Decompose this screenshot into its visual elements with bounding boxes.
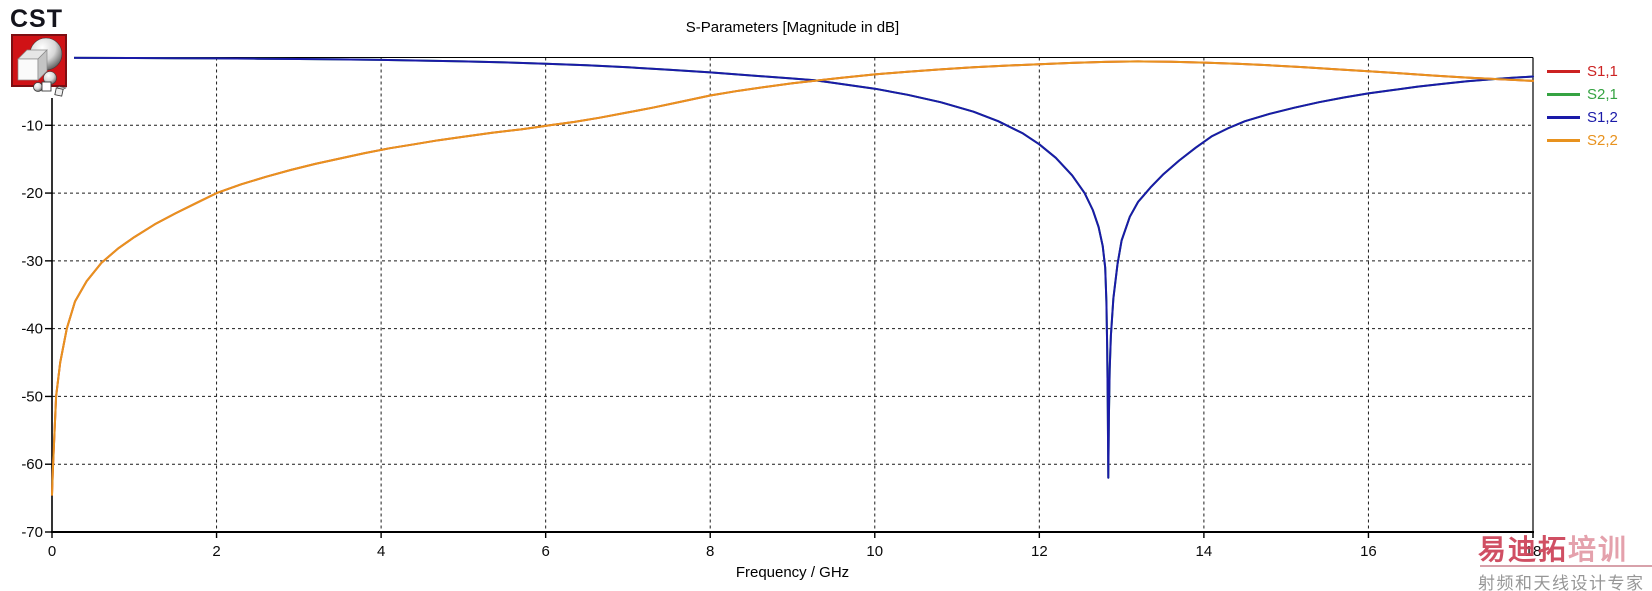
curve-S2-1: [51, 56, 1534, 479]
legend-item-S1-2: S1,2: [1547, 106, 1618, 129]
y-tick-label--40: -40: [21, 321, 43, 338]
cst-logo-text: CST: [10, 5, 63, 33]
watermark-tagline: 射频和天线设计专家: [1478, 574, 1645, 591]
logo-tiny-sphere: [33, 82, 43, 92]
watermark-underline: [1480, 565, 1652, 567]
watermark-brand-primary: 易迪拓: [1478, 534, 1569, 565]
logo-tiny-cube: [54, 86, 67, 97]
x-tick-label-18: 18: [1525, 543, 1542, 560]
watermark-brand-secondary: 培训: [1568, 534, 1629, 565]
y-tick-label--70: -70: [21, 524, 43, 541]
curve-S1-1: [51, 60, 1534, 496]
legend-line-sample: [1547, 116, 1580, 119]
plot-title: S-Parameters [Magnitude in dB]: [685, 19, 900, 36]
watermark: 易迪拓培训 射频和天线设计专家: [1478, 534, 1652, 591]
legend-line-sample: [1547, 70, 1580, 73]
curve-S1-2: [51, 56, 1534, 479]
y-tick-label--20: -20: [21, 185, 43, 202]
logo-small-cube: [41, 81, 52, 92]
gridlines: [52, 57, 1533, 532]
x-tick-label-2: 2: [212, 543, 220, 560]
axis-tick-labels: 0 2 4 6 8 10 12 14 16 18 -10 -20 -30 -40 -50 -60 -70: [21, 117, 1541, 560]
legend-item-S2-2: S2,2: [1547, 129, 1618, 152]
legend-label: S2,2: [1587, 132, 1618, 149]
legend-label: S1,1: [1587, 63, 1618, 80]
logo-cube: [17, 49, 48, 81]
curve-S2-2: [51, 60, 1534, 496]
x-tick-label-14: 14: [1196, 543, 1213, 560]
x-tick-label-0: 0: [48, 543, 56, 560]
y-tick-label--60: -60: [21, 456, 43, 473]
curves: [51, 56, 1534, 496]
legend: S1,1 S2,1 S1,2 S2,2: [1547, 60, 1618, 152]
x-tick-label-8: 8: [706, 543, 714, 560]
legend-line-sample: [1547, 139, 1580, 142]
x-tick-label-6: 6: [541, 543, 549, 560]
y-tick-label--30: -30: [21, 253, 43, 270]
x-axis-label: Frequency / GHz: [735, 564, 850, 581]
x-tick-label-10: 10: [866, 543, 883, 560]
legend-item-S1-1: S1,1: [1547, 60, 1618, 83]
legend-label: S1,2: [1587, 109, 1618, 126]
legend-line-sample: [1547, 93, 1580, 96]
axis-ticks: [45, 124, 1534, 538]
legend-item-S2-1: S2,1: [1547, 83, 1618, 106]
y-tick-label--50: -50: [21, 388, 43, 405]
x-tick-label-16: 16: [1360, 543, 1377, 560]
x-tick-label-12: 12: [1031, 543, 1048, 560]
y-tick-label--10: -10: [21, 117, 43, 134]
x-tick-label-4: 4: [377, 543, 385, 560]
plot-border: [51, 57, 1534, 538]
cst-logo-mark-icon: [11, 34, 67, 97]
cst-logo: CST: [0, 0, 74, 98]
watermark-brand: 易迪拓培训: [1478, 534, 1652, 565]
legend-label: S2,1: [1587, 86, 1618, 103]
